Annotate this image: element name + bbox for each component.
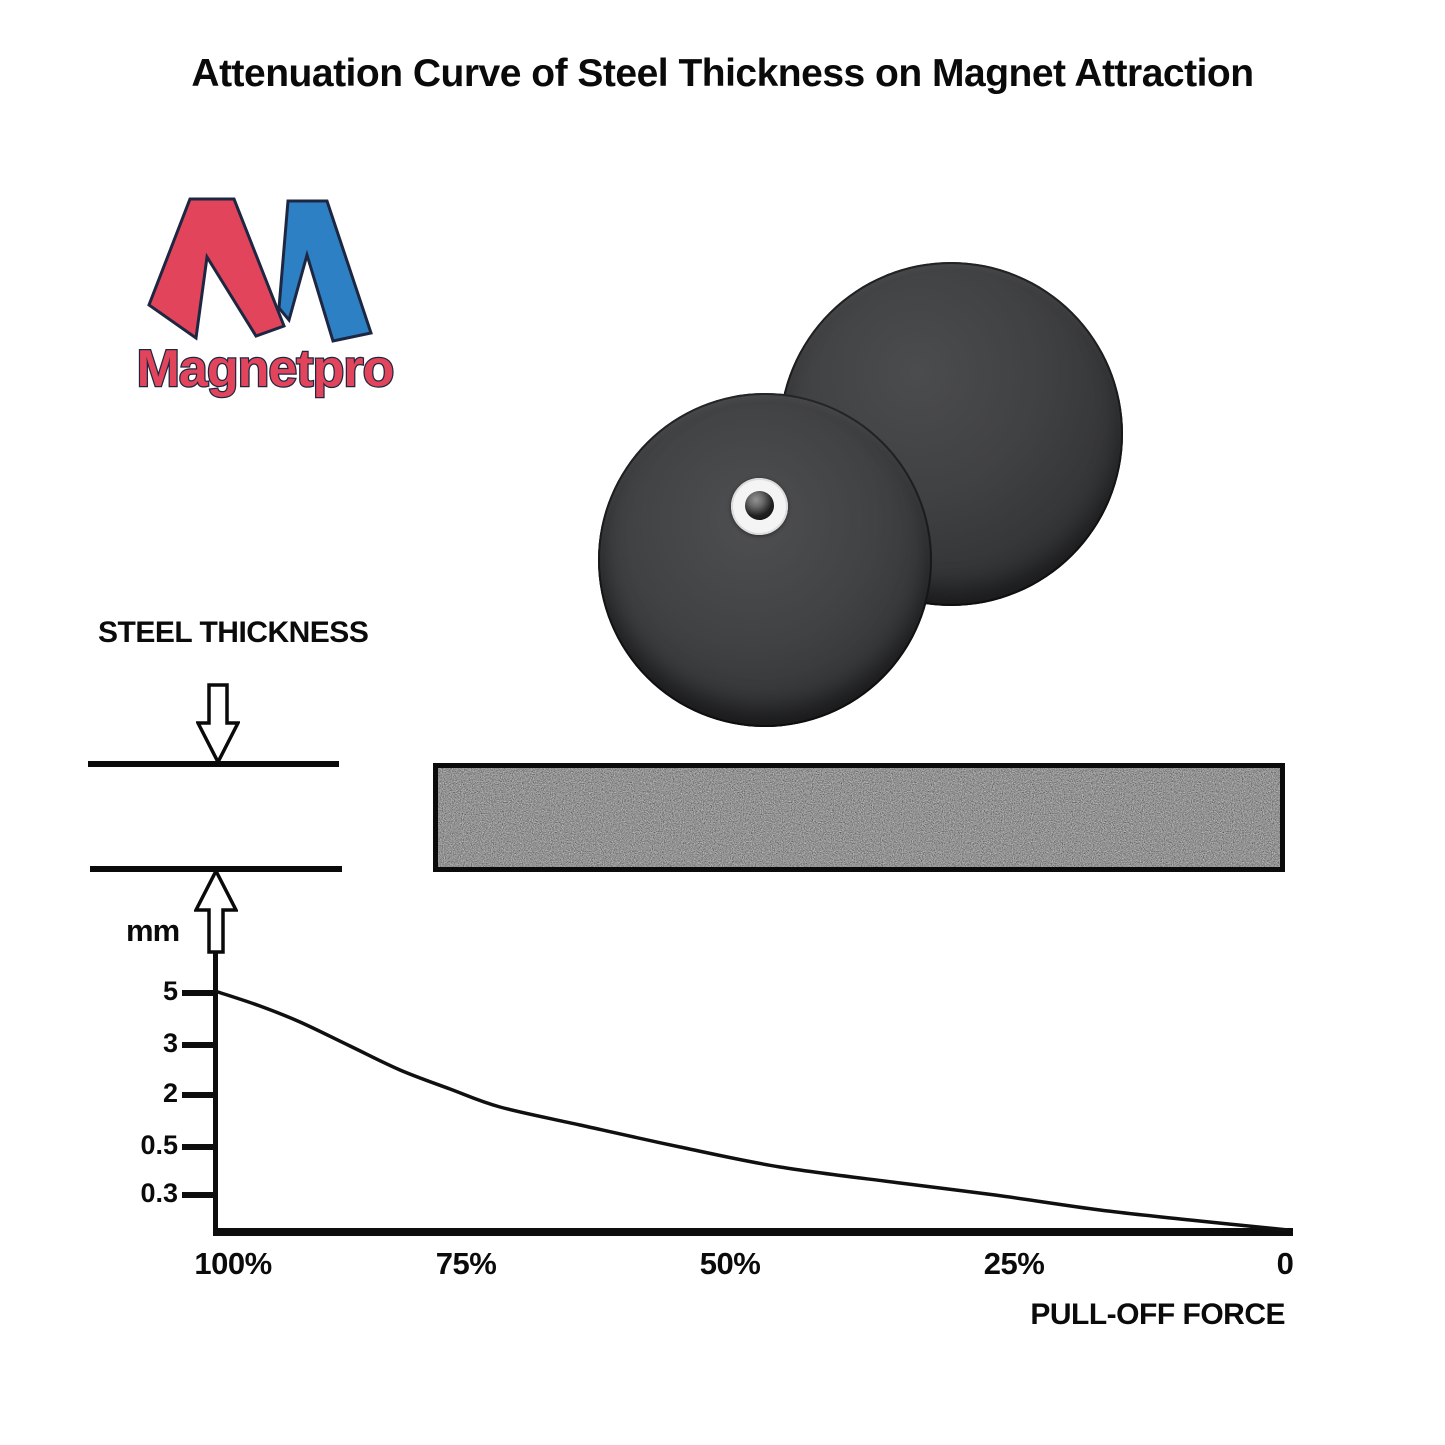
x-axis-title: PULL-OFF FORCE <box>1030 1298 1285 1331</box>
y-tick-mark <box>182 990 217 996</box>
y-tick-label: 0.3 <box>140 1178 178 1208</box>
y-tick-mark <box>182 1192 217 1198</box>
attenuation-curve-path <box>216 990 1290 1232</box>
x-axis-line <box>213 1228 1293 1236</box>
y-tick-mark <box>182 1144 217 1150</box>
y-tick-label: 0.5 <box>140 1130 178 1160</box>
thickness-up-arrow-icon <box>194 868 238 954</box>
logo-m-right-shape <box>277 199 373 343</box>
x-tick-label: 100% <box>194 1246 272 1281</box>
y-tick-label: 2 <box>162 1078 178 1108</box>
y-axis-unit-label: mm <box>126 913 180 948</box>
page-title: Attenuation Curve of Steel Thickness on … <box>191 52 1254 95</box>
magnet-hole-ring <box>731 478 788 535</box>
y-tick-label: 5 <box>162 976 178 1006</box>
brand-wordmark: Magnetpro <box>137 340 394 398</box>
y-tick-label: 3 <box>162 1028 178 1058</box>
steel-bar <box>433 763 1285 872</box>
x-tick-label: 0 <box>1276 1246 1294 1281</box>
thickness-down-arrow-icon <box>196 683 240 765</box>
magnet-disc-front <box>598 393 932 727</box>
y-tick-mark <box>182 1042 217 1048</box>
x-tick-label: 75% <box>435 1246 497 1281</box>
x-tick-label: 50% <box>699 1246 761 1281</box>
x-tick-label: 25% <box>983 1246 1045 1281</box>
steel-gap-top-line <box>88 761 339 767</box>
y-tick-mark <box>182 1092 217 1098</box>
magnet-screw-hole <box>745 491 774 520</box>
steel-thickness-label: STEEL THICKNESS <box>98 616 369 649</box>
logo-m-left-shape <box>147 197 286 341</box>
magnetpro-logo-icon: Magnetpro <box>135 197 396 399</box>
steel-bar-texture <box>438 768 1280 867</box>
